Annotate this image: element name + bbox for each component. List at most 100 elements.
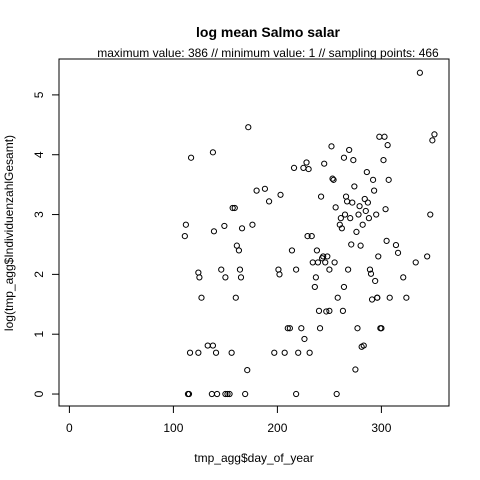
data-point [348,216,353,221]
x-axis-label: tmp_agg$day_of_year [194,451,313,465]
data-point [393,242,398,247]
data-point [342,212,347,217]
data-point [381,158,386,163]
data-point [318,194,323,199]
data-point [316,308,321,313]
y-tick-label: 1 [32,331,46,338]
data-point [196,350,201,355]
data-point [425,254,430,259]
data-point [278,192,283,197]
data-point [387,295,392,300]
data-point [250,222,255,227]
data-point [294,391,299,396]
data-point [404,295,409,300]
data-points [182,70,437,396]
chart-title: log mean Salmo salar [196,24,340,40]
data-point [357,204,362,209]
data-point [306,166,311,171]
data-point [358,243,363,248]
data-point [430,138,435,143]
data-point [352,184,357,189]
data-point [347,147,352,152]
data-point [262,186,267,191]
x-axis: 0 100 200 300 [66,406,392,435]
data-point [245,368,250,373]
data-point [304,160,309,165]
data-point [213,350,218,355]
data-point [210,343,215,348]
data-point [364,169,369,174]
y-tick-label: 3 [32,211,46,218]
data-point [356,212,361,217]
x-tick-label: 300 [371,421,391,435]
data-point [344,199,349,204]
data-point [432,132,437,137]
data-point [386,177,391,182]
data-point [307,350,312,355]
data-point [372,188,377,193]
data-point [377,134,382,139]
data-point [329,144,334,149]
data-point [237,267,242,272]
data-point [211,229,216,234]
y-tick-label: 5 [32,91,46,98]
data-point [277,272,282,277]
data-point [302,336,307,341]
data-point [334,391,339,396]
y-tick-label: 4 [32,151,46,158]
data-point [219,267,224,272]
data-point [365,200,370,205]
data-point [254,188,259,193]
data-point [341,284,346,289]
data-point [197,275,202,280]
y-tick-label: 0 [32,390,46,397]
data-point [239,226,244,231]
data-point [382,134,387,139]
x-tick-label: 0 [66,421,73,435]
data-point [340,308,345,313]
data-point [383,207,388,212]
data-point [187,350,192,355]
data-point [331,177,336,182]
data-point [375,295,380,300]
data-point [369,297,374,302]
data-point [350,200,355,205]
data-point [370,177,375,182]
data-point [374,212,379,217]
data-point [313,275,318,280]
data-point [384,238,389,243]
data-point [243,391,248,396]
y-axis: 0 1 2 3 4 5 [32,91,59,397]
data-point [417,70,422,75]
data-point [327,267,332,272]
data-point [354,229,359,234]
data-point [335,295,340,300]
data-point [413,260,418,265]
data-point [385,143,390,148]
data-point [332,260,337,265]
data-point [229,350,234,355]
data-point [401,275,406,280]
data-point [205,343,210,348]
data-point [246,125,251,130]
data-point [351,158,356,163]
data-point [236,248,241,253]
data-point [327,308,332,313]
data-point [315,260,320,265]
data-point [282,350,287,355]
data-point [291,165,296,170]
data-point [296,350,301,355]
data-point [199,295,204,300]
data-point [395,250,400,255]
data-point [233,295,238,300]
data-point [355,326,360,331]
data-point [301,165,306,170]
data-point [346,267,351,272]
data-point [314,248,319,253]
data-point [376,254,381,259]
plot-frame [59,59,449,406]
data-point [238,275,243,280]
data-point [222,223,227,228]
data-point [317,326,322,331]
